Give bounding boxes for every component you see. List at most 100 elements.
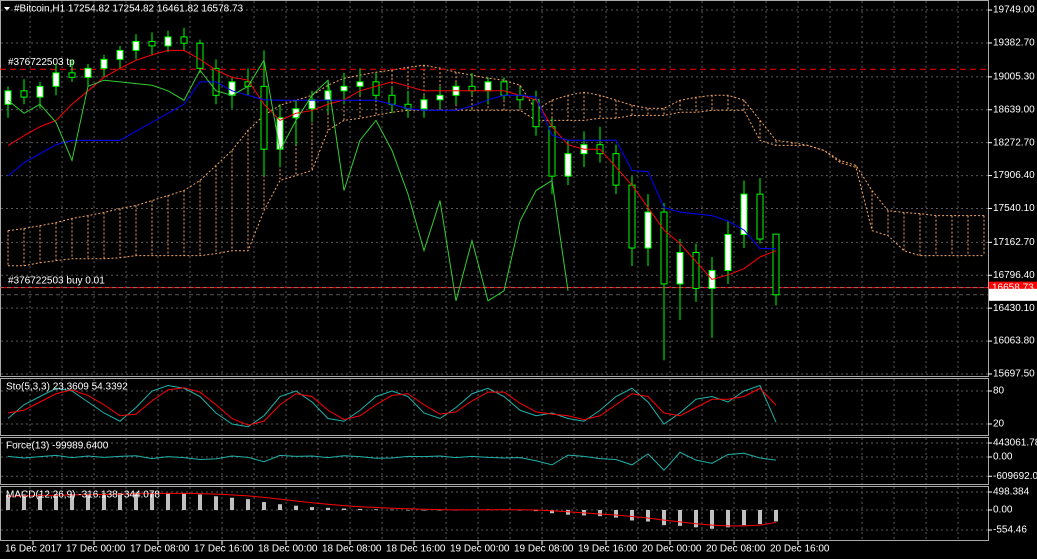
candle-body (724, 234, 732, 271)
histogram-bar (598, 509, 602, 517)
candle-body (84, 67, 92, 78)
y-tick-label: 19005.30 (993, 72, 1035, 83)
histogram-bar (710, 509, 714, 529)
histogram-bar (70, 494, 74, 510)
candle-body (564, 153, 572, 177)
candle-body (148, 40, 156, 47)
candle-body (740, 193, 748, 236)
histogram-bar (630, 509, 634, 521)
y-tick-label: 16430.10 (993, 303, 1035, 314)
histogram-bar (758, 509, 762, 525)
histogram-bar (662, 509, 666, 526)
histogram-bar (102, 493, 106, 510)
y-tick-label: 17162.70 (993, 237, 1035, 248)
time-label: 20 Dec 00:00 (642, 544, 702, 555)
candle-body (52, 72, 60, 87)
indicator-line (7, 387, 777, 426)
candle-body (612, 153, 620, 186)
histogram-bar (566, 509, 570, 515)
candle-body (676, 251, 684, 285)
time-label: 17 Dec 00:00 (66, 544, 126, 555)
panel-frame (0, 378, 989, 436)
histogram-bar (86, 493, 90, 510)
signal-line (7, 492, 777, 527)
histogram-bar (6, 494, 10, 510)
time-label: 19 Dec 08:00 (514, 544, 574, 555)
order-label: #376722503 tp (8, 57, 75, 68)
y-tick-label: 18272.70 (993, 137, 1035, 148)
time-label: 18 Dec 00:00 (258, 544, 318, 555)
y-tick-label: 19382.70 (993, 38, 1035, 49)
histogram-bar (134, 492, 138, 510)
candle-body (100, 58, 108, 69)
candle-body (180, 36, 188, 44)
histogram-bar (38, 494, 42, 510)
histogram-bar (694, 509, 698, 528)
time-label: 17 Dec 16:00 (194, 544, 254, 555)
time-label: 19 Dec 16:00 (578, 544, 638, 555)
histogram-bar (518, 509, 522, 511)
candle-body (132, 40, 140, 51)
y-tick-label: 0.00 (993, 505, 1013, 516)
histogram-bar (550, 509, 554, 514)
histogram-bar (438, 509, 442, 511)
histogram-bar (726, 509, 730, 528)
indicator-line (7, 81, 776, 250)
candle-body (276, 117, 284, 150)
candle-body (36, 85, 44, 98)
candle-body (340, 85, 348, 92)
indicator-line (7, 49, 777, 281)
time-label: 20 Dec 08:00 (706, 544, 766, 555)
histogram-bar (230, 497, 234, 510)
y-tick-label: 18639.00 (993, 104, 1035, 115)
price-tag-label: 16658.73 (992, 282, 1034, 293)
y-tick-label: 498.384 (993, 487, 1030, 498)
histogram-bar (262, 502, 266, 510)
panel-title: Sto(5,3,3) 23.3609 54.3392 (6, 382, 128, 393)
order-label: #376722503 buy 0.01 (8, 275, 105, 286)
candle-body (660, 211, 668, 285)
indicator-line (7, 451, 777, 472)
histogram-bar (614, 509, 618, 518)
panel-title: Force(13) -99989.6400 (6, 441, 109, 452)
histogram-bar (534, 509, 538, 512)
candle-body (644, 211, 652, 249)
histogram-bar (406, 509, 410, 511)
histogram-bar (326, 507, 330, 510)
candle-body (756, 193, 764, 240)
candle-body (484, 81, 492, 92)
histogram-bar (54, 494, 58, 510)
candle-body (164, 36, 172, 47)
candle-body (20, 90, 28, 98)
candle-body (356, 81, 364, 87)
candle-body (68, 72, 76, 78)
y-tick-label: 17540.10 (993, 203, 1035, 214)
histogram-bar (646, 509, 650, 522)
candle-body (436, 94, 444, 101)
time-label: 16 Dec 2017 (5, 544, 62, 555)
candle-body (116, 49, 124, 60)
histogram-bar (246, 499, 250, 510)
candle-body (388, 94, 396, 105)
histogram-bar (166, 493, 170, 510)
candle-body (772, 233, 780, 296)
y-tick-label: 17906.40 (993, 170, 1035, 181)
time-label: 19 Dec 00:00 (450, 544, 510, 555)
time-label: 20 Dec 16:00 (770, 544, 830, 555)
price-tag (989, 288, 1037, 301)
histogram-bar (422, 509, 426, 511)
candle-body (260, 85, 268, 150)
panel-frame (0, 0, 989, 377)
histogram-bar (214, 496, 218, 510)
histogram-bar (198, 494, 202, 510)
indicator-line (7, 384, 777, 428)
price-tag-label: 16578.73 (992, 289, 1034, 300)
y-tick-label: 80 (993, 386, 1005, 397)
panel-frame (0, 486, 989, 541)
y-tick-label: -554.46 (993, 525, 1027, 536)
indicator-line (7, 58, 569, 302)
y-tick-label: 0.00 (993, 452, 1013, 463)
histogram-bar (182, 493, 186, 510)
